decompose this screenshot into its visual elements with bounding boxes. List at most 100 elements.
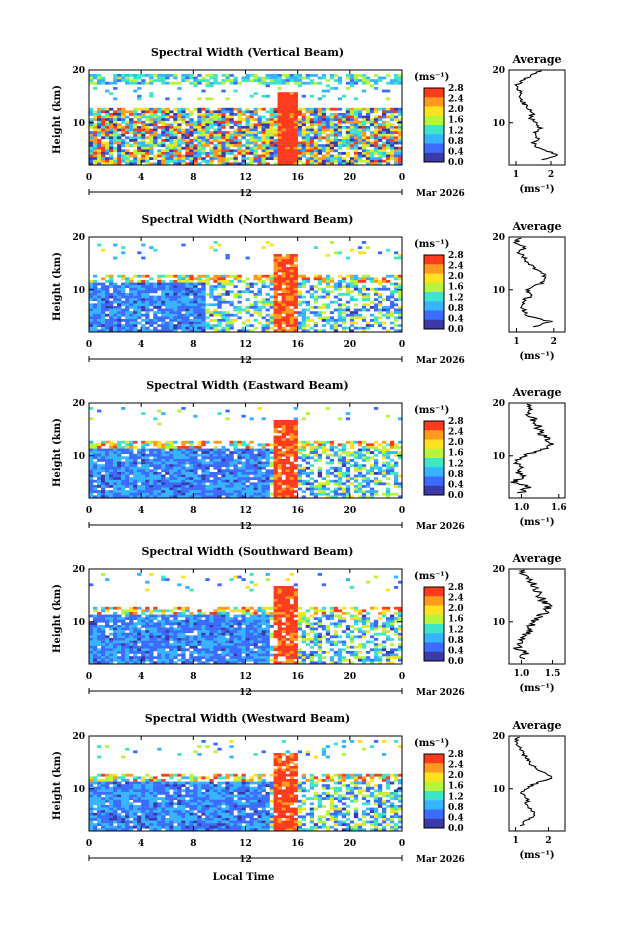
heatmap-cell xyxy=(281,259,286,262)
heatmap-cell xyxy=(201,144,206,147)
heatmap-cell xyxy=(213,311,218,314)
heatmap-cell xyxy=(97,648,102,652)
heatmap-cell xyxy=(133,492,138,496)
heatmap-cell xyxy=(145,477,150,480)
heatmap-cell xyxy=(317,97,323,101)
heatmap-cell xyxy=(97,79,102,82)
heatmap-cell xyxy=(245,287,250,291)
heatmap-cell xyxy=(105,622,110,626)
heatmap-cell xyxy=(173,464,178,467)
heatmap-cell xyxy=(169,469,174,473)
colorbar-swatch xyxy=(424,458,444,468)
heatmap-cell xyxy=(269,461,274,465)
heatmap-cell xyxy=(149,282,154,286)
heatmap-cell xyxy=(97,293,102,296)
heatmap-cell xyxy=(213,139,218,142)
heatmap-cell xyxy=(361,485,367,488)
heatmap-cell xyxy=(213,81,218,85)
heatmap-cell xyxy=(153,133,158,137)
heatmap-cell xyxy=(357,110,363,114)
heatmap-cell xyxy=(105,149,110,153)
heatmap-cell xyxy=(293,259,298,262)
heatmap-cell xyxy=(137,477,142,480)
heatmap-cell xyxy=(289,466,294,470)
heatmap-cell xyxy=(129,661,134,665)
heatmap-cell xyxy=(277,107,282,111)
heatmap-cell xyxy=(357,290,363,294)
heatmap-cell xyxy=(221,482,226,486)
heatmap-cell xyxy=(233,131,238,134)
heatmap-cell xyxy=(281,420,286,423)
heatmap-cell xyxy=(121,495,126,499)
heatmap-cell xyxy=(205,123,210,127)
heatmap-cell xyxy=(165,461,170,465)
heatmap-cell xyxy=(145,580,150,584)
heatmap-cell xyxy=(93,295,98,299)
heatmap-cell xyxy=(169,456,174,460)
heatmap-cell xyxy=(169,466,174,470)
heatmap-cell xyxy=(177,409,182,413)
heatmap-cell xyxy=(313,298,319,301)
heatmap-cell xyxy=(373,492,379,496)
heatmap-cell xyxy=(277,474,282,478)
heatmap-cell xyxy=(309,285,315,288)
heatmap-cell xyxy=(145,149,150,153)
heatmap-cell xyxy=(181,79,186,82)
heatmap-cell xyxy=(121,448,126,452)
heatmap-cell xyxy=(105,609,110,613)
heatmap-cell xyxy=(221,469,226,473)
heatmap-cell xyxy=(225,479,230,483)
heatmap-cell xyxy=(233,139,238,142)
heatmap-cell xyxy=(93,313,98,317)
heatmap-cell xyxy=(225,453,230,457)
heatmap-cell xyxy=(269,74,274,77)
colorbar-unit: (ms⁻¹) xyxy=(414,239,449,250)
heatmap-cell xyxy=(89,308,94,312)
heatmap-cell xyxy=(141,300,146,304)
heatmap-cell xyxy=(113,451,118,454)
heatmap-cell xyxy=(373,144,379,147)
heatmap-cell xyxy=(169,321,174,325)
heatmap-cell xyxy=(273,329,278,333)
heatmap-cell xyxy=(221,316,226,320)
heatmap-cell xyxy=(173,487,178,491)
heatmap-cell xyxy=(241,451,246,454)
heatmap-cell xyxy=(205,303,210,307)
heatmap-cell xyxy=(93,632,98,636)
heatmap-cell xyxy=(257,120,262,124)
heatmap-cell xyxy=(229,459,234,462)
heatmap-cell xyxy=(333,295,339,299)
heatmap-cell xyxy=(261,154,266,158)
heatmap-cell xyxy=(153,74,158,77)
heatmap-cell xyxy=(241,131,246,134)
heatmap-cell xyxy=(93,110,98,114)
heatmap-cell xyxy=(365,308,371,312)
heatmap-cell xyxy=(353,485,359,488)
heatmap-cell xyxy=(309,136,315,140)
heatmap-cell xyxy=(113,472,118,475)
heatmap-cell xyxy=(117,638,122,641)
heatmap-cell xyxy=(289,321,294,325)
heatmap-cell xyxy=(141,298,146,301)
heatmap-cell xyxy=(281,81,286,85)
heatmap-cell xyxy=(381,469,387,473)
heatmap-cell xyxy=(353,79,359,82)
heatmap-cell xyxy=(93,285,98,288)
heatmap-cell xyxy=(169,141,174,145)
heatmap-cell xyxy=(121,477,126,480)
heatmap-cell xyxy=(309,306,315,309)
heatmap-cell xyxy=(301,277,306,281)
heatmap-cell xyxy=(333,324,339,327)
heatmap-cell xyxy=(265,241,270,244)
heatmap-cell xyxy=(265,448,270,452)
heatmap-cell xyxy=(117,136,122,140)
heatmap-cell xyxy=(125,451,130,454)
heatmap-cell xyxy=(245,479,250,483)
heatmap-cell xyxy=(269,456,274,460)
heatmap-cell xyxy=(141,139,146,142)
heatmap-cell xyxy=(361,277,367,281)
heatmap-cell xyxy=(337,76,343,80)
heatmap-cell xyxy=(181,285,186,288)
heatmap-cell xyxy=(165,118,170,121)
heatmap-cell xyxy=(225,300,230,304)
